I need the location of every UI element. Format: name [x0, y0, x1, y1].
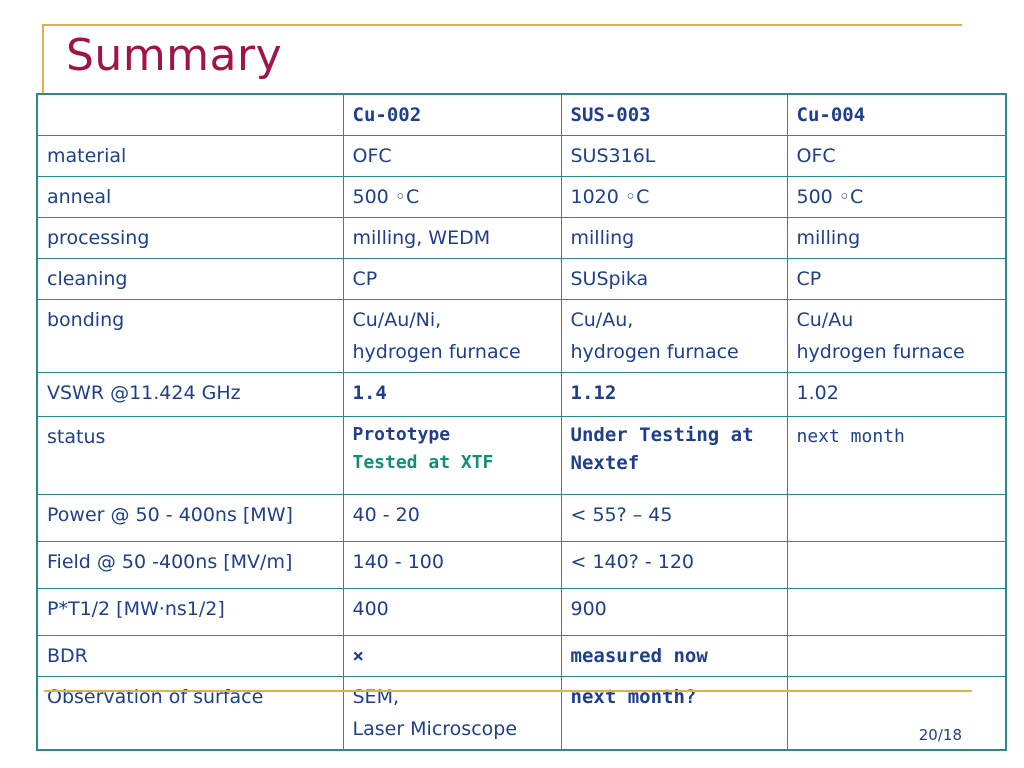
cell-cu-004: next month: [786, 416, 1007, 495]
table-row: anneal 500 ◦C 1020 ◦C 500 ◦C: [36, 176, 1007, 218]
page-title: Summary: [66, 30, 283, 81]
header-sus-003: SUS-003: [560, 93, 788, 136]
header-cu-002: Cu-002: [342, 93, 562, 136]
row-label: anneal: [36, 176, 344, 218]
row-label: cleaning: [36, 258, 344, 300]
top-rule: [44, 24, 962, 26]
cell-cu-004: [786, 494, 1007, 542]
table-row: Observation of surface SEM, Laser Micros…: [36, 676, 1007, 751]
cell-cu-002: OFC: [342, 135, 562, 177]
row-label: status: [36, 416, 344, 495]
cell-line: Cu/Au: [796, 309, 854, 331]
cell-line: hydrogen furnace: [796, 341, 965, 363]
cell-line: hydrogen furnace: [352, 341, 521, 363]
cell-cu-002: milling, WEDM: [342, 217, 562, 259]
header-corner-cell: [36, 93, 344, 136]
cell-cu-002: CP: [342, 258, 562, 300]
left-rule: [42, 24, 44, 94]
cell-sus-003: Under Testing at Nextef: [560, 416, 788, 495]
cell-cu-004: [786, 588, 1007, 636]
cell-cu-002: 40 - 20: [342, 494, 562, 542]
cell-cu-002: ×: [342, 635, 562, 677]
table-row: Power @ 50 - 400ns [MW] 40 - 20 < 55? – …: [36, 494, 1007, 542]
cell-sus-003: 900: [560, 588, 788, 636]
row-label: processing: [36, 217, 344, 259]
header-row: Cu-002 SUS-003 Cu-004: [36, 93, 1007, 136]
cell-line: Laser Microscope: [352, 718, 518, 740]
cell-cu-002: 140 - 100: [342, 541, 562, 589]
cell-cu-004: OFC: [786, 135, 1007, 177]
table-row: bonding Cu/Au/Ni, hydrogen furnace Cu/Au…: [36, 299, 1007, 373]
cell-cu-002: SEM, Laser Microscope: [342, 676, 562, 751]
row-label: material: [36, 135, 344, 177]
cell-line: Cu/Au,: [570, 309, 634, 331]
cell-cu-004: CP: [786, 258, 1007, 300]
table-row: status Prototype Tested at XTF Under Tes…: [36, 416, 1007, 495]
cell-sus-003: < 140? - 120: [560, 541, 788, 589]
cell-line: Prototype: [352, 424, 451, 445]
row-label: BDR: [36, 635, 344, 677]
cell-line: SEM,: [352, 686, 400, 708]
cell-cu-002: 1.4: [342, 372, 562, 417]
cell-cu-002: Cu/Au/Ni, hydrogen furnace: [342, 299, 562, 373]
cell-line: Tested at XTF: [352, 452, 494, 473]
row-label: VSWR @11.424 GHz: [36, 372, 344, 417]
cell-sus-003: < 55? – 45: [560, 494, 788, 542]
cell-cu-004: [786, 541, 1007, 589]
cell-sus-003: measured now: [560, 635, 788, 677]
slide-number: 20/18: [918, 726, 962, 744]
header-cu-004: Cu-004: [786, 93, 1007, 136]
cell-cu-004: 500 ◦C: [786, 176, 1007, 218]
row-label: P*T1/2 [MW·ns1/2]: [36, 588, 344, 636]
cell-sus-003: SUS316L: [560, 135, 788, 177]
bottom-rule: [44, 690, 972, 692]
cell-sus-003: 1020 ◦C: [560, 176, 788, 218]
cell-cu-002: 500 ◦C: [342, 176, 562, 218]
cell-cu-002: 400: [342, 588, 562, 636]
cell-sus-003: Cu/Au, hydrogen furnace: [560, 299, 788, 373]
row-label: bonding: [36, 299, 344, 373]
table-row: material OFC SUS316L OFC: [36, 135, 1007, 177]
table-row: processing milling, WEDM milling milling: [36, 217, 1007, 259]
row-label: Observation of surface: [36, 676, 344, 751]
table-row: VSWR @11.424 GHz 1.4 1.12 1.02: [36, 372, 1007, 417]
cell-cu-004: milling: [786, 217, 1007, 259]
row-label: Power @ 50 - 400ns [MW]: [36, 494, 344, 542]
cell-cu-004: [786, 635, 1007, 677]
summary-table: Cu-002 SUS-003 Cu-004 material OFC SUS31…: [36, 93, 1007, 751]
cell-cu-004: 1.02: [786, 372, 1007, 417]
table-row: BDR × measured now: [36, 635, 1007, 677]
cell-sus-003: 1.12: [560, 372, 788, 417]
cell-cu-004: Cu/Au hydrogen furnace: [786, 299, 1007, 373]
table-row: Field @ 50 -400ns [MV/m] 140 - 100 < 140…: [36, 541, 1007, 589]
cell-cu-002: Prototype Tested at XTF: [342, 416, 562, 495]
cell-line: Cu/Au/Ni,: [352, 309, 442, 331]
table-row: cleaning CP SUSpika CP: [36, 258, 1007, 300]
cell-cu-004: [786, 676, 1007, 751]
table-row: P*T1/2 [MW·ns1/2] 400 900: [36, 588, 1007, 636]
cell-line: hydrogen furnace: [570, 341, 739, 363]
cell-sus-003: SUSpika: [560, 258, 788, 300]
cell-sus-003: next month?: [560, 676, 788, 751]
row-label: Field @ 50 -400ns [MV/m]: [36, 541, 344, 589]
cell-sus-003: milling: [560, 217, 788, 259]
